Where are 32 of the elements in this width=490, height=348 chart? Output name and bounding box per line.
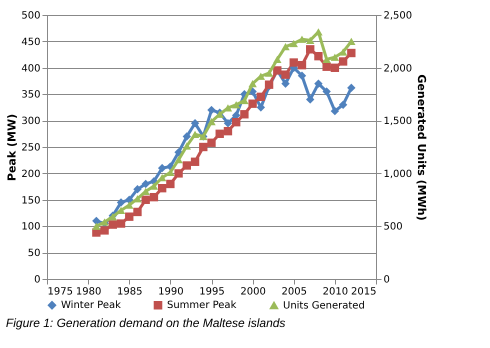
x-tick-label: 1990 (158, 286, 184, 298)
y2-tick-label: 1,500 (384, 116, 412, 128)
y-tick-label: 50 (28, 248, 40, 260)
legend-label: Winter Peak (61, 300, 122, 312)
x-tick-label: 1985 (117, 286, 142, 298)
y-tick-label: 400 (21, 63, 40, 74)
caption: Figure 1: Generation demand on the Maltese islands (6, 316, 286, 330)
y-tick-label: 450 (21, 36, 40, 48)
y2-tick-label: 2,000 (384, 63, 412, 74)
y-axis-title: Peak (MW) (5, 114, 18, 182)
y-tick-label: 0 (34, 274, 40, 286)
x-tick-label: 1975 (48, 286, 73, 298)
y2-tick-label: 2,500 (384, 10, 412, 22)
y-tick-label: 250 (21, 142, 40, 154)
y-tick-label: 100 (21, 222, 40, 233)
legend-label: Summer Peak (167, 300, 237, 312)
y2-tick-label: 500 (384, 222, 403, 233)
x-tick-label: 1980 (76, 286, 102, 298)
y-tick-label: 300 (21, 116, 40, 128)
y-tick-label: 150 (21, 195, 40, 206)
y-tick-label: 200 (21, 168, 40, 180)
x-tick-label: 2010 (322, 286, 348, 298)
y2-axis-title: Generated Units (MWh) (415, 74, 428, 221)
x-tick-label: 1995 (199, 286, 225, 298)
x-tick-label: 2015 (351, 286, 376, 298)
legend-label: Units Generated (283, 300, 365, 312)
x-tick-label: 2000 (240, 286, 266, 298)
y-tick-label: 350 (21, 90, 40, 101)
y2-tick-label: 0 (384, 274, 390, 286)
y-tick-label: 500 (21, 10, 40, 22)
y2-tick-label: 1,000 (384, 168, 412, 180)
x-tick-label: 2005 (282, 286, 307, 298)
